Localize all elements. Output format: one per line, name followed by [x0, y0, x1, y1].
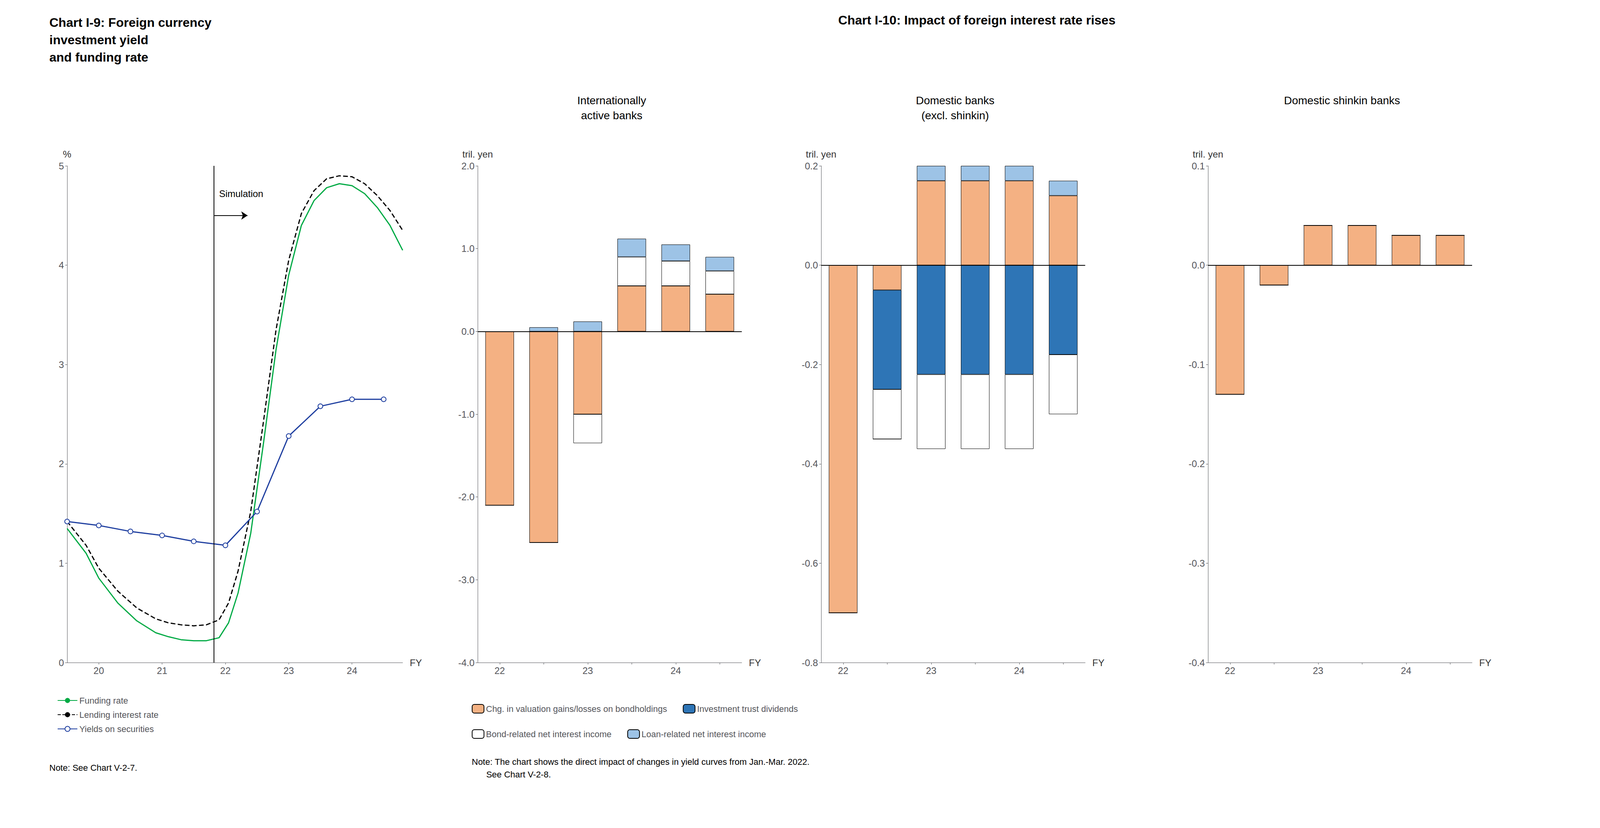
svg-text:21: 21 — [156, 665, 168, 676]
svg-text:Chart I-10: Impact of foreign: Chart I-10: Impact of foreign interest r… — [838, 13, 1116, 28]
svg-text:Simulation: Simulation — [219, 188, 264, 199]
svg-text:-3.0: -3.0 — [458, 574, 475, 586]
svg-text:Note: The chart shows the dire: Note: The chart shows the direct impact … — [471, 756, 810, 767]
svg-text:4: 4 — [58, 259, 64, 271]
svg-text:24: 24 — [1013, 665, 1025, 676]
svg-text:0.0: 0.0 — [804, 259, 818, 271]
svg-text:Domestic shinkin banks: Domestic shinkin banks — [1283, 94, 1400, 107]
svg-text:23: 23 — [582, 665, 593, 676]
svg-text:22: 22 — [220, 665, 231, 676]
svg-text:Funding rate: Funding rate — [79, 695, 129, 706]
svg-text:tril. yen: tril. yen — [462, 148, 493, 160]
svg-text:0.2: 0.2 — [804, 160, 818, 172]
svg-text:23: 23 — [925, 665, 937, 676]
svg-text:-2.0: -2.0 — [458, 491, 475, 503]
svg-text:See Chart V-2-8.: See Chart V-2-8. — [471, 769, 552, 780]
svg-text:-0.1: -0.1 — [1188, 359, 1205, 370]
svg-text:1.0: 1.0 — [461, 243, 475, 254]
svg-text:active banks: active banks — [581, 109, 643, 122]
svg-text:0.1: 0.1 — [1191, 160, 1205, 172]
svg-text:23: 23 — [1312, 665, 1324, 676]
svg-text:22: 22 — [837, 665, 849, 676]
svg-text:Internationally: Internationally — [577, 94, 646, 107]
svg-text:2: 2 — [58, 458, 64, 469]
svg-text:-1.0: -1.0 — [458, 408, 475, 420]
svg-text:FY: FY — [748, 657, 762, 668]
svg-text:Chart I-9: Foreign currency: Chart I-9: Foreign currency — [49, 15, 212, 30]
svg-text:Chg. in valuation gains/losses: Chg. in valuation gains/losses on bondho… — [485, 703, 668, 714]
svg-text:Investment trust dividends: Investment trust dividends — [697, 703, 799, 714]
svg-text:FY: FY — [1092, 657, 1105, 668]
svg-text:24: 24 — [346, 665, 358, 676]
svg-text:22: 22 — [1224, 665, 1236, 676]
svg-text:-0.4: -0.4 — [801, 458, 818, 469]
svg-text:5: 5 — [58, 160, 64, 172]
svg-text:and funding rate: and funding rate — [49, 50, 149, 65]
svg-text:-4.0: -4.0 — [458, 657, 475, 668]
svg-text:2.0: 2.0 — [461, 160, 475, 172]
svg-text:tril. yen: tril. yen — [1192, 148, 1223, 160]
svg-text:tril. yen: tril. yen — [805, 148, 837, 160]
svg-text:23: 23 — [283, 665, 295, 676]
svg-text:-0.6: -0.6 — [801, 557, 818, 569]
svg-text:(excl. shinkin): (excl. shinkin) — [921, 109, 989, 122]
svg-text:FY: FY — [409, 657, 423, 668]
svg-text:investment yield: investment yield — [49, 32, 149, 47]
svg-text:FY: FY — [1479, 657, 1492, 668]
svg-text:Note: See Chart V-2-7.: Note: See Chart V-2-7. — [49, 762, 138, 773]
svg-text:Yields on securities: Yields on securities — [79, 724, 154, 734]
svg-text:-0.4: -0.4 — [1188, 657, 1205, 668]
svg-text:24: 24 — [1400, 665, 1412, 676]
svg-text:Loan-related net interest inco: Loan-related net interest income — [641, 729, 767, 740]
svg-text:-0.8: -0.8 — [801, 657, 818, 668]
svg-text:22: 22 — [494, 665, 505, 676]
svg-text:-0.2: -0.2 — [801, 359, 818, 370]
svg-text:24: 24 — [670, 665, 681, 676]
svg-text:0.0: 0.0 — [461, 326, 475, 337]
svg-text:0.0: 0.0 — [1191, 259, 1205, 271]
svg-text:%: % — [62, 148, 72, 160]
svg-text:Lending interest rate: Lending interest rate — [79, 709, 159, 720]
svg-text:Bond-related net interest inco: Bond-related net interest income — [485, 729, 612, 740]
svg-text:3: 3 — [58, 359, 64, 370]
svg-text:Domestic banks: Domestic banks — [915, 94, 995, 107]
svg-text:-0.2: -0.2 — [1188, 458, 1205, 469]
svg-text:0: 0 — [58, 657, 64, 668]
svg-text:1: 1 — [58, 557, 64, 569]
svg-text:-0.3: -0.3 — [1188, 557, 1205, 569]
svg-text:20: 20 — [93, 665, 105, 676]
